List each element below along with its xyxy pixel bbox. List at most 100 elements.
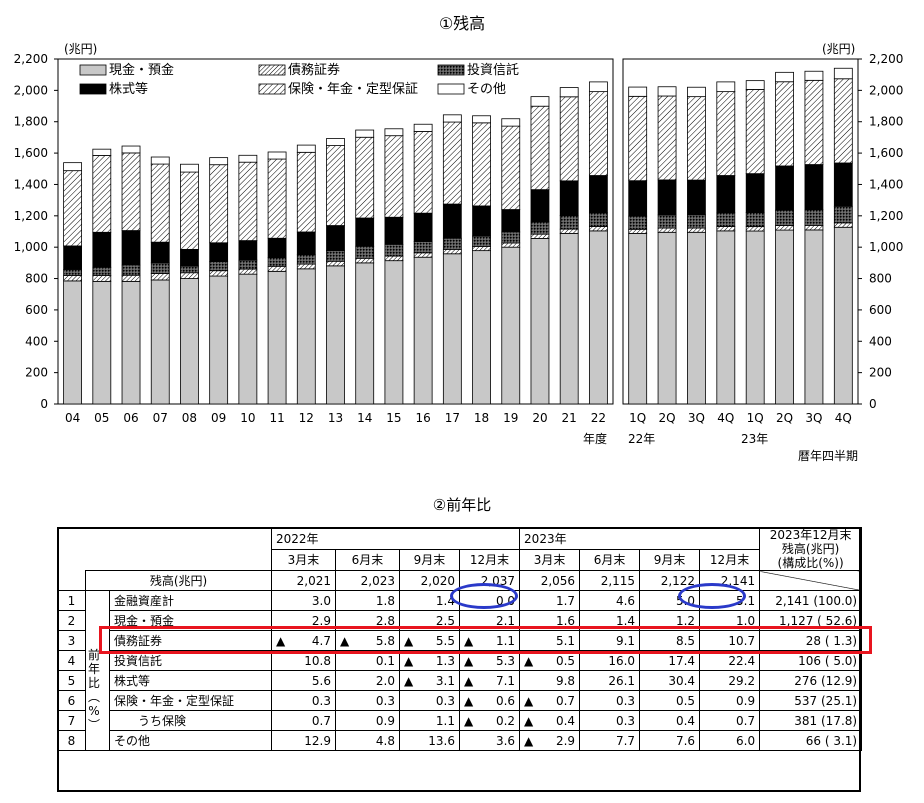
yoy-value: ▲ 0.6: [458, 690, 521, 711]
legend-swatch: [258, 83, 286, 95]
yoy-value: 7.7: [579, 730, 641, 751]
y-axis-left: 0 200 400 600 800 1,000 1,200 1,400 1,600 1,800 2,…: [14, 52, 58, 411]
bar-segment: [804, 70, 824, 81]
bar-segment: [775, 229, 794, 405]
yoy-value: ▲ 5.5: [399, 630, 460, 651]
bar-segment: [326, 265, 345, 405]
yoy-value: ▲ 7.1: [458, 670, 521, 691]
yoy-value: 0.3: [271, 690, 336, 711]
bar-segment: [501, 125, 521, 210]
bar-segment: [833, 78, 853, 164]
y-tick-label: 1,000: [869, 240, 903, 254]
bar-segment: [384, 128, 404, 137]
yoy-value: ▲ 0.4: [519, 710, 581, 731]
bar-segment: [267, 237, 287, 259]
bar-segment: [442, 237, 462, 250]
row-label: 投資信託: [109, 650, 272, 671]
bar-segment: [209, 270, 229, 277]
bar-segment: [833, 205, 853, 224]
row-label: うち保険: [109, 710, 272, 731]
bar-segment: [804, 209, 824, 226]
bar-segment: [657, 214, 677, 229]
x-tick-label: 16: [415, 411, 430, 425]
bar-segment: [501, 231, 521, 244]
yoy-value: 9.8: [519, 670, 581, 691]
x-tick-label: 3Q: [688, 411, 705, 425]
bar-segment: [384, 255, 404, 262]
bar-segment: [150, 241, 170, 264]
y-tick-label: 2,000: [869, 83, 903, 97]
legend-swatch: [437, 64, 465, 76]
bar-segment: [775, 81, 794, 167]
quarter-group-23: 23年: [741, 432, 768, 446]
y-tick-label: 800: [25, 272, 48, 286]
legend-swatch: [437, 83, 465, 95]
yoy-value: 0.3: [579, 690, 641, 711]
x-axis-annual: 04 05 06 07 08 09 10 11 12 13 14 15 16 17 18 19 20 21 22: [65, 411, 606, 425]
dec2023-balance: 1,127 ( 52.6): [759, 610, 863, 631]
bar-segment: [63, 162, 83, 172]
bar-segment: [384, 260, 404, 405]
y-tick-label: 1,000: [14, 240, 48, 254]
y-tick-label: 2,200: [14, 52, 48, 66]
row-number: 5: [57, 670, 86, 691]
bar-segment: [530, 96, 550, 107]
yoy-value: ▲ 4.7: [271, 630, 336, 651]
header-quarter: 9月末: [399, 548, 460, 571]
x-tick-label: 18: [474, 411, 489, 425]
yoy-value: 1.4: [579, 610, 641, 631]
bar-segment: [209, 164, 229, 244]
bar-segment: [501, 242, 521, 248]
header-last-2: 残高(兆円): [781, 542, 840, 556]
bar-segment: [121, 230, 141, 266]
legend-label: 株式等: [109, 81, 148, 97]
quarterly-bars: [628, 67, 853, 405]
bar-segment: [92, 155, 112, 233]
yoy-value: 10.8: [271, 650, 336, 671]
x-tick-label: 4Q: [835, 411, 852, 425]
bar-segment: [628, 180, 648, 217]
x-tick-label: 05: [94, 411, 109, 425]
row-label: 現金・預金: [109, 610, 272, 631]
dec2023-balance: 106 ( 5.0): [759, 650, 863, 671]
yoy-value: 2.5: [399, 610, 460, 631]
bar-segment: [180, 171, 199, 250]
bar-segment: [121, 152, 141, 231]
yoy-value: 0.3: [579, 710, 641, 731]
bar-segment: [180, 272, 199, 279]
x-tick-label: 19: [503, 411, 518, 425]
bar-segment: [355, 257, 375, 264]
y-unit-right: (兆円): [822, 42, 855, 56]
bar-segment: [716, 91, 736, 176]
bar-segment: [501, 246, 521, 405]
dec2023-balance: 66 ( 3.1): [759, 730, 863, 751]
annual-axis-note: 年度: [583, 431, 607, 446]
bar-segment: [267, 158, 287, 239]
bar-segment: [413, 256, 433, 405]
yoy-value: 2.8: [335, 610, 400, 631]
header-quarter: 6月末: [335, 548, 400, 571]
bar-segment: [588, 212, 608, 227]
y-axis-right: 0 200 400 600 800 1,000 1,200 1,400 1,600 1,800 2,…: [858, 52, 903, 411]
yoy-value: 0.5: [639, 690, 701, 711]
bar-segment: [326, 225, 345, 252]
y-tick-label: 1,600: [14, 146, 48, 160]
yoy-value: 0.1: [335, 650, 400, 671]
bar-segment: [559, 215, 579, 230]
bar-segment: [63, 170, 83, 247]
table-row: 2 現金・預金 2.9 2.8 2.5 2.1 1.6 1.4 1.2 1.0 1,127 ( 52…: [57, 610, 863, 631]
yoy-value: 4.8: [335, 730, 400, 751]
yoy-value: 5.1: [519, 630, 581, 651]
bar-segment: [180, 265, 199, 274]
row-label: 債務証券: [109, 630, 272, 651]
bar-segment: [687, 86, 706, 98]
bar-segment: [472, 122, 491, 207]
bar-segment: [384, 216, 404, 245]
y-tick-label: 200: [25, 366, 48, 380]
bar-segment: [180, 248, 199, 267]
row-number: 6: [57, 690, 86, 711]
legend-swatch: [79, 64, 107, 76]
bar-segment: [559, 232, 579, 405]
legend-label: その他: [467, 82, 506, 97]
balance-chart: ①残高 (兆円) (兆円) 02004006008001,0001,2001,4…: [14, 14, 904, 463]
